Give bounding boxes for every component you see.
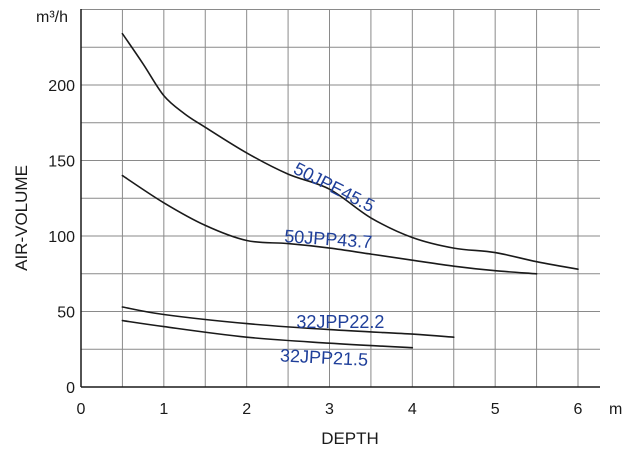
x-tick-label: 2 bbox=[242, 401, 251, 418]
tick-labels: 0 1 2 3 4 5 6 0 50 100 150 200 bbox=[48, 78, 582, 418]
y-axis-unit: m³/h bbox=[36, 9, 68, 26]
x-tick-label: 1 bbox=[159, 401, 168, 418]
series-label-50JPE45.5: 50JPE45.5 bbox=[290, 158, 378, 216]
x-tick-label: 5 bbox=[491, 401, 500, 418]
x-tick-label: 3 bbox=[325, 401, 334, 418]
series-labels: 50JPE45.5 50JPP43.7 32JPP22.2 32JPP21.5 bbox=[280, 158, 385, 370]
x-tick-label: 4 bbox=[408, 401, 417, 418]
y-tick-label: 50 bbox=[57, 305, 75, 322]
series-line-32JPP22.2 bbox=[121, 306, 455, 338]
grid bbox=[81, 9, 600, 387]
axes bbox=[80, 9, 600, 388]
y-axis-title: AIR-VOLUME bbox=[12, 165, 31, 271]
axis-titles: m³/h m DEPTH AIR-VOLUME bbox=[12, 9, 622, 448]
series-line-50JPE45.5 bbox=[121, 32, 579, 270]
y-tick-label: 200 bbox=[48, 78, 75, 95]
x-tick-label: 6 bbox=[574, 401, 583, 418]
series-label-50JPP43.7: 50JPP43.7 bbox=[284, 226, 373, 252]
x-tick-label: 0 bbox=[77, 401, 86, 418]
series-label-32JPP22.2: 32JPP22.2 bbox=[296, 312, 384, 332]
series-label-32JPP21.5: 32JPP21.5 bbox=[280, 345, 369, 370]
x-axis-unit: m bbox=[609, 401, 622, 418]
y-tick-label: 150 bbox=[48, 154, 75, 171]
series-lines bbox=[121, 32, 579, 349]
y-tick-label: 100 bbox=[48, 229, 75, 246]
y-tick-label: 0 bbox=[66, 380, 75, 397]
series-line-50JPP43.7 bbox=[121, 174, 538, 275]
x-axis-title: DEPTH bbox=[321, 429, 379, 448]
series-line-32JPP21.5 bbox=[121, 319, 414, 349]
